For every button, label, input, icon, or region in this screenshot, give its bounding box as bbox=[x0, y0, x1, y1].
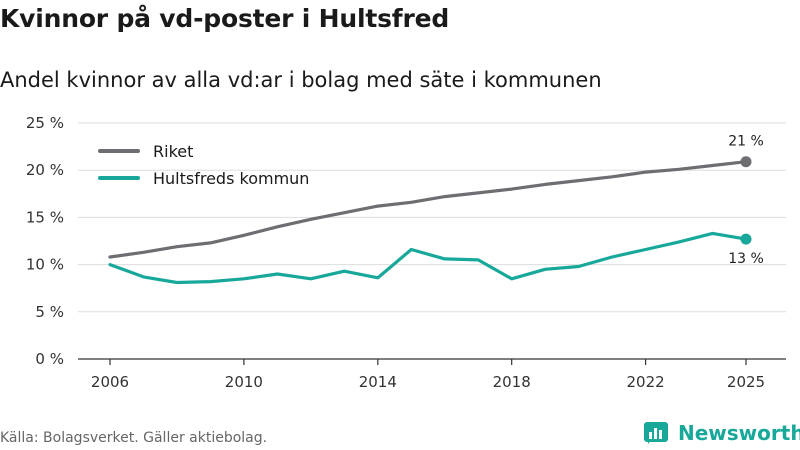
x-tick-label: 2018 bbox=[493, 373, 531, 391]
y-tick-label: 10 % bbox=[26, 256, 64, 274]
legend-label: Hultsfreds kommun bbox=[153, 169, 309, 188]
x-axis-ticks: 2006 2010 2014 2018 2022 2025 bbox=[91, 359, 765, 391]
chart-subtitle: Andel kvinnor av alla vd:ar i bolag med … bbox=[0, 68, 602, 92]
series-end-label: 21 % bbox=[728, 134, 764, 150]
series-line-hultsfred bbox=[108, 231, 748, 285]
x-tick-label: 2010 bbox=[225, 373, 263, 391]
x-tick-label: 2022 bbox=[626, 373, 664, 391]
x-tick-label: 2014 bbox=[359, 373, 397, 391]
y-tick-label: 5 % bbox=[35, 303, 64, 321]
legend-label: Riket bbox=[153, 142, 193, 161]
brand-name: Newsworthy bbox=[678, 421, 800, 445]
y-tick-label: 25 % bbox=[26, 114, 64, 132]
series-end-marker bbox=[740, 156, 752, 168]
series-line-riket bbox=[108, 160, 748, 259]
brand-logo: Newsworthy bbox=[644, 420, 800, 446]
newsworthy-logo-icon bbox=[644, 422, 668, 444]
series-lines: 21 % 13 % bbox=[108, 134, 764, 285]
x-tick-label: 2006 bbox=[91, 373, 129, 391]
gridlines bbox=[78, 122, 786, 360]
y-tick-label: 15 % bbox=[26, 208, 64, 226]
x-tick-label: 2025 bbox=[727, 373, 765, 391]
line-chart: 0 %5 %10 %15 %20 %25 % 2006 2010 2014 2018 2… bbox=[26, 114, 786, 391]
chart-title: Kvinnor på vd-poster i Hultsfred bbox=[0, 4, 450, 33]
y-tick-label: 20 % bbox=[26, 161, 64, 179]
legend: Riket Hultsfreds kommun bbox=[98, 142, 309, 188]
y-tick-label: 0 % bbox=[35, 350, 64, 368]
source-note: Källa: Bolagsverket. Gäller aktiebolag. bbox=[0, 430, 268, 446]
series-end-label: 13 % bbox=[728, 251, 764, 267]
series-end-marker bbox=[740, 233, 752, 245]
y-axis-ticks: 0 % 5 % 10 % 15 % 20 % 25 % bbox=[26, 114, 64, 368]
